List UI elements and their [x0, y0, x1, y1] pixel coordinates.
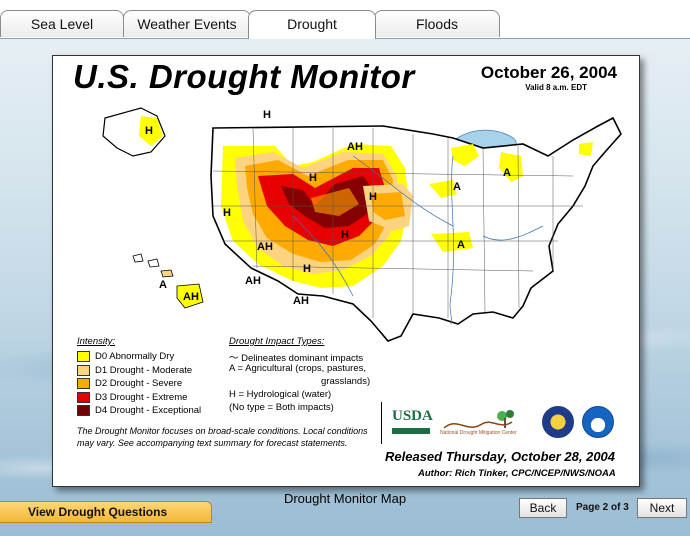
legend-label: D2 Drought - Severe — [95, 378, 183, 390]
intensity-legend: Intensity: D0 Abnormally Dry D1 Drought … — [77, 336, 201, 418]
map-region-label: A — [503, 167, 511, 179]
map-valid-time: Valid 8 a.m. EDT — [525, 83, 587, 92]
map-caption: Drought Monitor Map — [283, 491, 407, 506]
map-region-label: H — [263, 109, 271, 121]
ndmc-logo — [443, 410, 514, 429]
legend-label: D4 Drought - Exceptional — [95, 405, 202, 417]
map-title: U.S. Drought Monitor — [73, 58, 415, 95]
view-drought-questions-button[interactable]: View Drought Questions — [0, 501, 212, 523]
tab-weather-events[interactable]: Weather Events — [123, 10, 251, 37]
back-button[interactable]: Back — [519, 498, 567, 518]
map-region-label: AH — [245, 275, 261, 287]
usda-logo-bar — [392, 428, 430, 434]
delineate-icon: 〜 — [229, 353, 242, 364]
impact-line: (No type = Both impacts) — [229, 402, 334, 413]
tab-sea-level[interactable]: Sea Level — [0, 10, 124, 37]
released-date: Released Thursday, October 28, 2004 — [385, 449, 616, 464]
author-credit: Author: Rich Tinker, CPC/NCEP/NWS/NOAA — [418, 468, 616, 479]
legend-item: D0 Abnormally Dry — [77, 350, 201, 364]
map-region-label: A — [457, 239, 465, 251]
map-region-label: H — [303, 263, 311, 275]
map-region-label: H — [145, 125, 153, 137]
impact-heading: Drought Impact Types: — [229, 336, 325, 347]
noaa-logo-icon — [582, 406, 614, 438]
impact-line: 〜 Delineates dominant impacts — [229, 353, 364, 364]
legend-label: D3 Drought - Extreme — [95, 391, 188, 403]
legend-heading: Intensity: — [77, 336, 116, 347]
legend-label: D0 Abnormally Dry — [95, 351, 175, 363]
map-region-label: A — [453, 181, 461, 193]
map-region-label: AH — [257, 241, 273, 253]
impact-line: H = Hydrological (water) — [229, 389, 332, 400]
impact-line: A = Agricultural (crops, pastures, — [229, 363, 367, 374]
tab-floods[interactable]: Floods — [374, 10, 500, 37]
legend-item: D2 Drought - Severe — [77, 377, 201, 391]
legend-swatch — [77, 405, 90, 417]
legend-item: D4 Drought - Exceptional — [77, 404, 201, 418]
next-button[interactable]: Next — [637, 498, 687, 518]
map-region-label: AH — [183, 291, 199, 303]
tab-drought[interactable]: Drought — [248, 10, 376, 39]
map-date: October 26, 2004 — [480, 63, 617, 82]
legend-swatch — [77, 364, 90, 376]
legend-item: D1 Drought - Moderate — [77, 364, 201, 378]
legend-swatch — [77, 378, 90, 390]
drought-monitor-map: U.S. Drought Monitor October 26, 2004 Va… — [52, 55, 640, 487]
map-region-label: AH — [293, 295, 309, 307]
usda-logo: USDA — [392, 408, 433, 424]
legend-label: D1 Drought - Moderate — [95, 364, 193, 376]
ndmc-text: National Drought Mitigation Center — [440, 430, 517, 436]
impact-types: Drought Impact Types: 〜 Delineates domin… — [229, 336, 399, 415]
map-region-label: H — [341, 229, 349, 241]
impact-line: grasslands) — [321, 376, 371, 387]
page-indicator: Page 2 of 3 — [576, 502, 629, 513]
map-region-label: AH — [347, 141, 363, 153]
focus-note: The Drought Monitor focuses on broad-sca… — [77, 426, 368, 448]
map-region-label: H — [223, 207, 231, 219]
map-region-label: H — [309, 172, 317, 184]
legend-item: D3 Drought - Extreme — [77, 391, 201, 405]
legend-swatch — [77, 351, 90, 363]
map-region-label: H — [369, 191, 377, 203]
us-drought-map: H H AH H H H H A A A AH H AH AH A AH — [102, 107, 622, 342]
map-region-label: A — [159, 279, 167, 291]
commerce-seal-icon — [542, 406, 574, 438]
tab-bar: Sea Level Weather Events Drought Floods — [0, 0, 690, 39]
agency-logos: USDA National Drought Mitigation Center — [381, 402, 632, 444]
legend-swatch — [77, 391, 90, 403]
